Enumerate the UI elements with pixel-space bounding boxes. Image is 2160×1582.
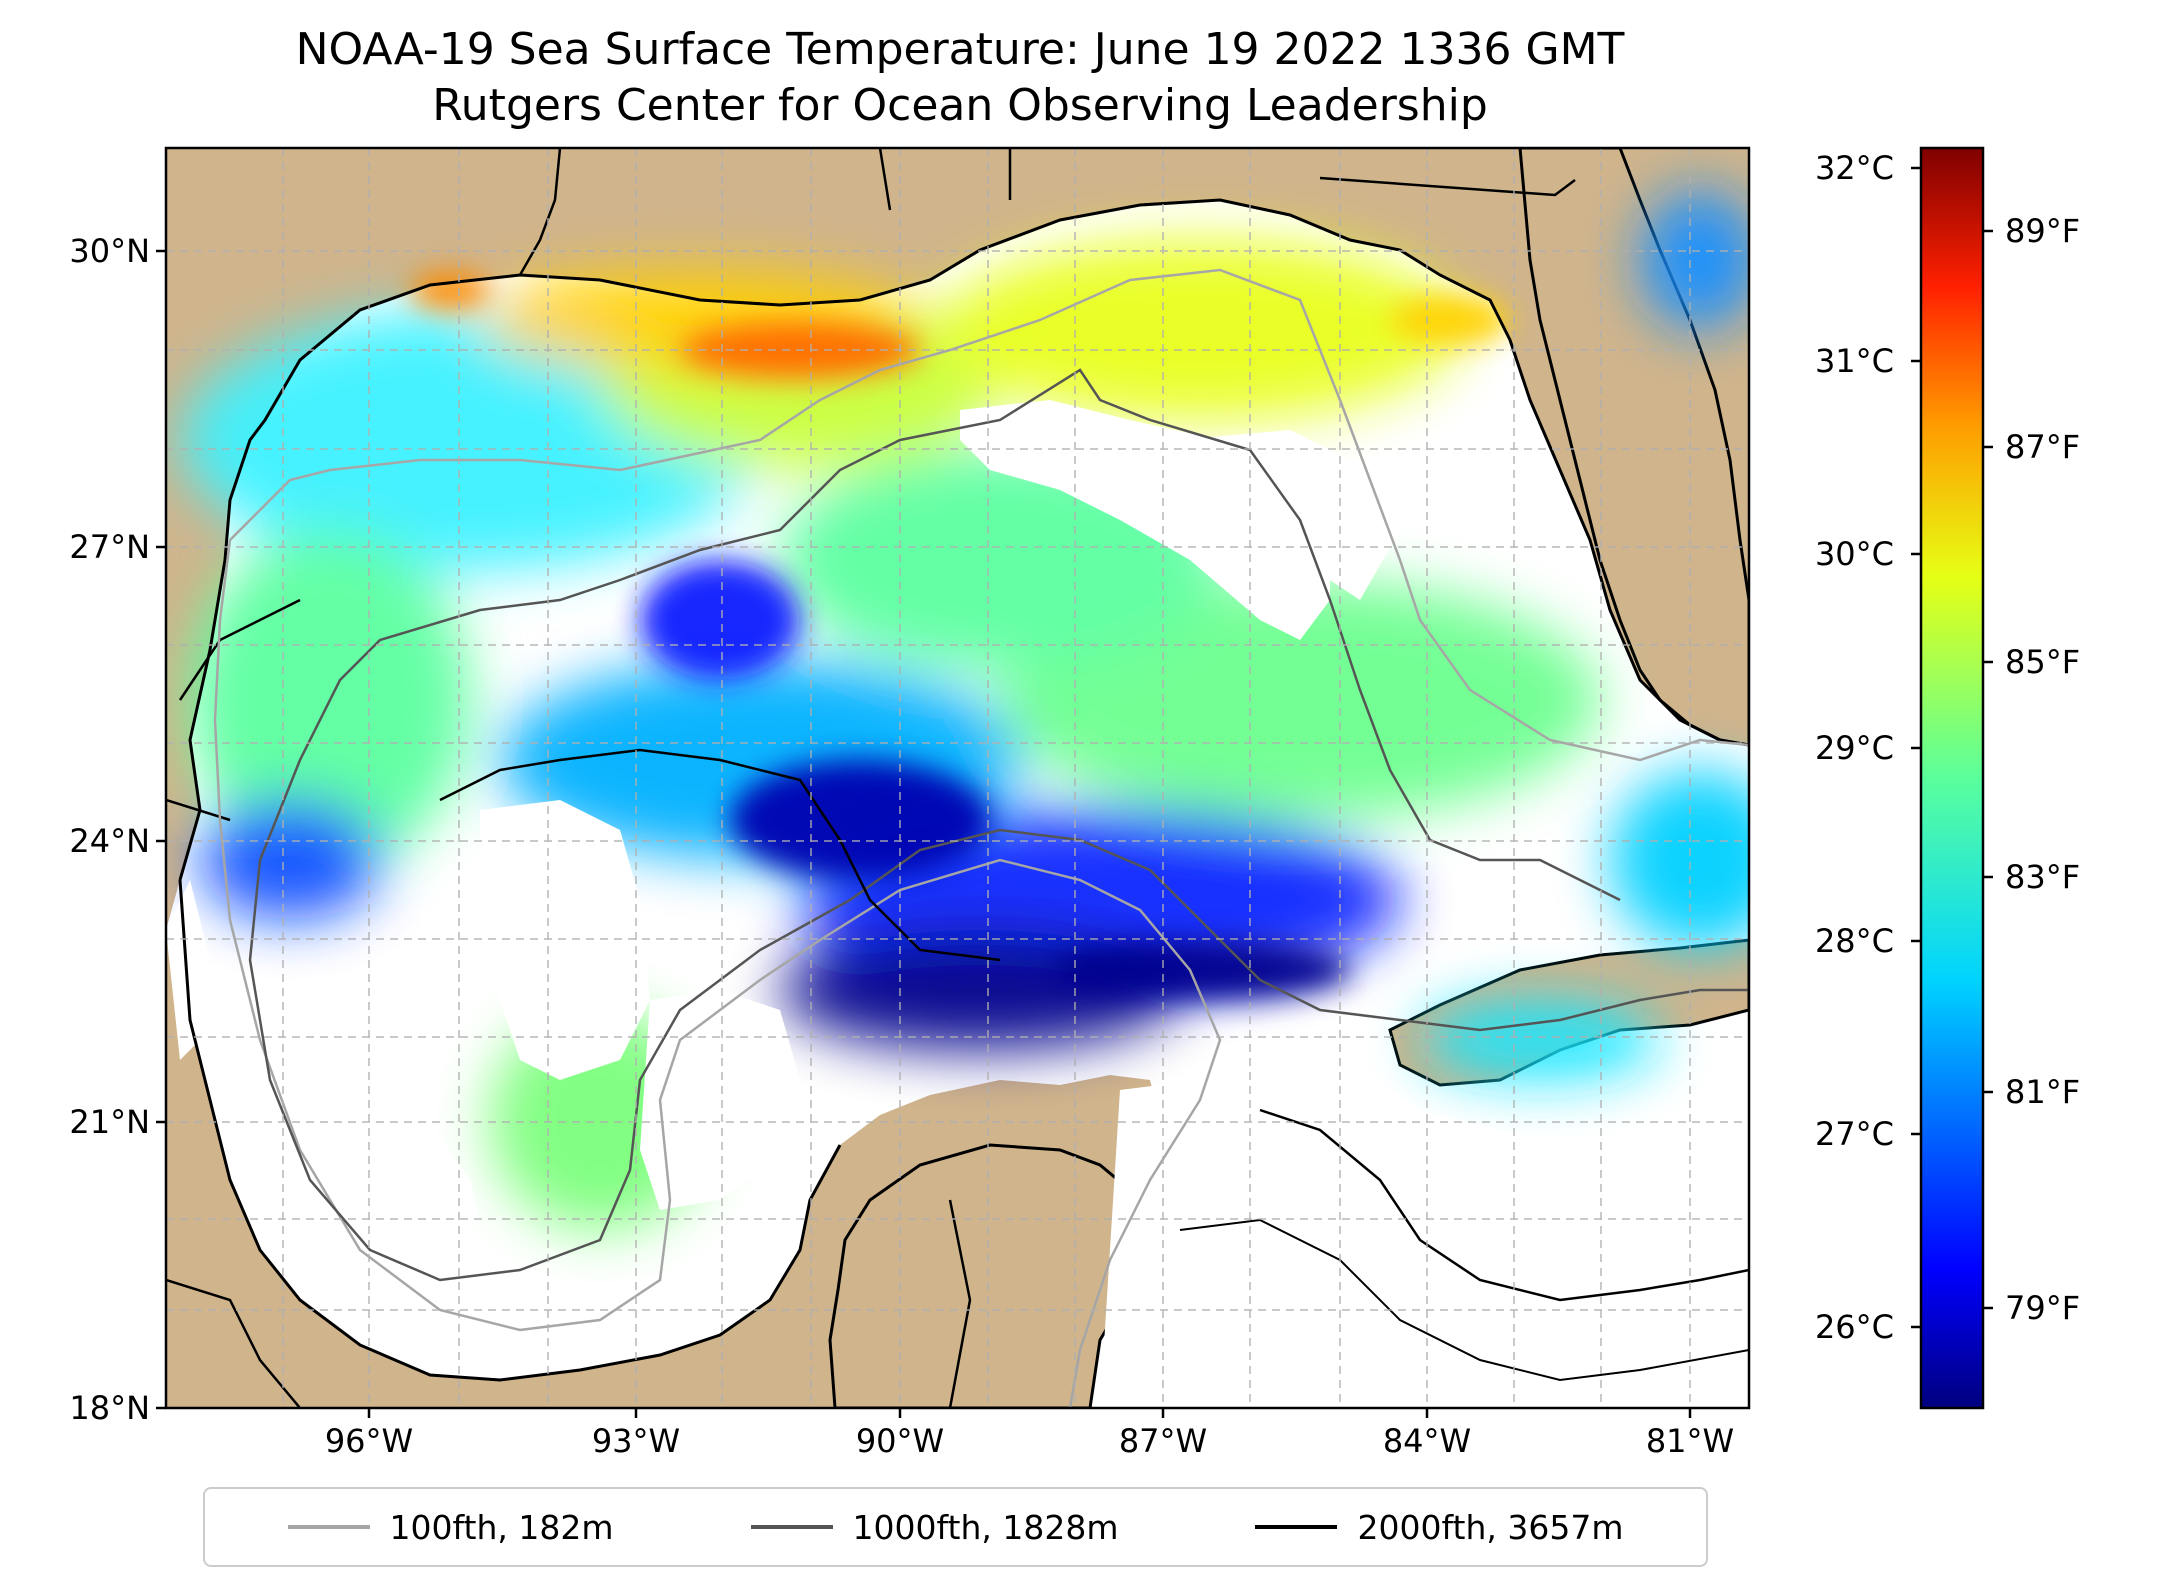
map-frame xyxy=(164,146,1751,1410)
colorbar-c-28: 28°C xyxy=(1815,922,1894,960)
colorbar-gradient xyxy=(1919,146,1985,1410)
lon-label-93w: 93°W xyxy=(592,1422,680,1460)
contour-100fth-south xyxy=(213,539,1222,1408)
legend-label-1000fth: 1000fth, 1828m xyxy=(852,1507,1119,1547)
contour-2000fth-ne xyxy=(1179,1218,1749,1382)
lon-label-87w: 87°W xyxy=(1119,1422,1207,1460)
contour-legend: 100fth, 182m 1000fth, 1828m 2000fth, 365… xyxy=(203,1487,1708,1567)
sst-layer xyxy=(166,190,1749,1408)
lat-label-18n: 18°N xyxy=(69,1389,150,1427)
legend-swatch-100fth xyxy=(287,1525,370,1529)
coastline xyxy=(178,198,1749,881)
colorbar-c-26: 26°C xyxy=(1815,1308,1894,1346)
legend-label-2000fth: 2000fth, 3657m xyxy=(1357,1507,1624,1547)
lon-label-81w: 81°W xyxy=(1646,1422,1734,1460)
map-area xyxy=(166,148,1749,1408)
legend-item-1000fth: 1000fth, 1828m xyxy=(750,1507,1119,1547)
gridlines xyxy=(166,148,1749,1408)
lat-label-24n: 24°N xyxy=(69,822,150,860)
contour-100fth xyxy=(229,268,1749,762)
chart-title: NOAA-19 Sea Surface Temperature: June 19… xyxy=(0,22,1920,134)
legend-label-100fth: 100fth, 182m xyxy=(389,1507,614,1547)
legend-swatch-1000fth xyxy=(750,1525,833,1529)
legend-swatch-2000fth xyxy=(1255,1525,1338,1529)
colorbar-f-83: 83°F xyxy=(2005,858,2080,896)
lon-label-90w: 90°W xyxy=(856,1422,944,1460)
lat-axis: 30°N 27°N 24°N 21°N 18°N xyxy=(69,232,166,1427)
colorbar-f-85: 85°F xyxy=(2005,643,2080,681)
political-borders xyxy=(166,148,1576,1408)
contour-1000fth xyxy=(258,368,1621,902)
colorbar-f-81: 81°F xyxy=(2005,1073,2080,1111)
contour-2000fth xyxy=(439,748,1001,962)
mexico-coastline xyxy=(178,879,842,1382)
colorbar-f-79: 79°F xyxy=(2005,1289,2080,1327)
contour-1000fth-south xyxy=(248,828,1749,1282)
lat-label-21n: 21°N xyxy=(69,1103,150,1141)
legend-item-100fth: 100fth, 182m xyxy=(287,1507,614,1547)
colorbar-c-30: 30°C xyxy=(1815,535,1894,573)
legend-item-2000fth: 2000fth, 3657m xyxy=(1255,1508,1623,1547)
colorbar: 32°C 31°C 30°C 29°C 28°C 27°C 26°C 89°F … xyxy=(1815,146,2080,1410)
title-line-2: Rutgers Center for Ocean Observing Leade… xyxy=(432,80,1488,131)
colorbar-f-89: 89°F xyxy=(2005,212,2080,250)
lon-axis: 96°W 93°W 90°W 87°W 84°W 81°W xyxy=(325,1408,1734,1460)
colorbar-c-31: 31°C xyxy=(1815,342,1894,380)
title-line-1: NOAA-19 Sea Surface Temperature: June 19… xyxy=(295,24,1625,75)
lat-label-30n: 30°N xyxy=(69,232,150,270)
lat-label-27n: 27°N xyxy=(69,528,150,566)
colorbar-f-87: 87°F xyxy=(2005,428,2080,466)
colorbar-c-32: 32°C xyxy=(1815,149,1894,187)
lon-label-84w: 84°W xyxy=(1383,1422,1471,1460)
colorbar-c-29: 29°C xyxy=(1815,729,1894,767)
lon-label-96w: 96°W xyxy=(325,1422,413,1460)
colorbar-c-27: 27°C xyxy=(1815,1115,1894,1153)
